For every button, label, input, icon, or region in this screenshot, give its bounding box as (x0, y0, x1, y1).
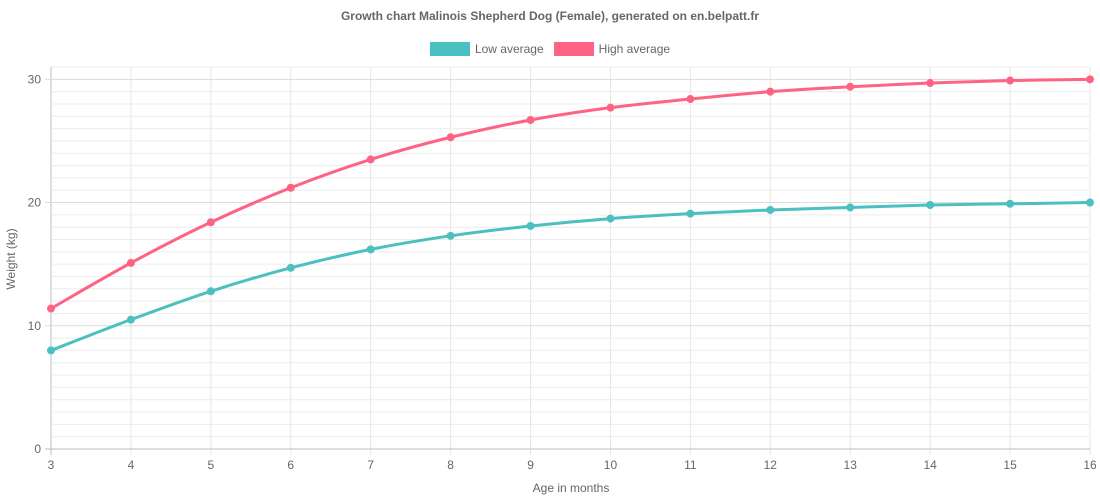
x-tick-label: 11 (684, 458, 697, 472)
data-point-high-average (446, 133, 455, 142)
x-tick-label: 14 (923, 458, 937, 472)
x-tick-label: 9 (527, 458, 534, 472)
data-point-high-average (606, 103, 615, 112)
data-point-low-average (1006, 199, 1015, 208)
data-point-high-average (366, 155, 375, 164)
x-tick-label: 7 (367, 458, 374, 472)
y-tick-label: 30 (28, 72, 42, 86)
chart-title: Growth chart Malinois Shepherd Dog (Fema… (340, 9, 760, 23)
data-point-high-average (766, 87, 775, 96)
x-tick-label: 16 (1083, 458, 1097, 472)
legend-item-low-average[interactable]: Low average (429, 42, 544, 56)
data-point-low-average (446, 231, 455, 240)
x-tick-label: 8 (447, 458, 454, 472)
data-point-low-average (686, 209, 695, 218)
legend-item-high-average[interactable]: High average (553, 42, 671, 56)
axis-layer: 3 4 5 6 7 8 9 10 11 12 13 14 15 16 0 10 20 30 (28, 72, 1097, 472)
data-point-low-average (526, 221, 535, 230)
data-point-high-average (1006, 76, 1015, 85)
data-point-high-average (686, 95, 695, 104)
data-point-high-average (526, 115, 535, 124)
data-point-high-average (47, 304, 55, 313)
legend-swatch-high-average (553, 42, 594, 56)
data-point-low-average (47, 346, 55, 355)
data-point-low-average (286, 263, 295, 272)
grid-layer (45, 66, 1091, 455)
x-axis-title: Age in months (533, 481, 610, 495)
series-line-high-average (50, 77, 1091, 310)
chart-legend: Low average High average (0, 42, 1100, 56)
legend-label-high-average: High average (598, 42, 671, 56)
data-point-high-average (286, 183, 295, 192)
x-tick-label: 15 (1003, 458, 1017, 472)
x-tick-label: 12 (764, 458, 778, 472)
data-point-low-average (206, 287, 215, 296)
data-point-low-average (846, 203, 855, 212)
data-point-low-average (766, 205, 775, 214)
data-point-low-average (126, 315, 135, 324)
data-point-high-average (1086, 75, 1094, 84)
data-point-high-average (846, 82, 855, 91)
y-tick-label: 10 (28, 319, 42, 333)
series-layer (47, 75, 1094, 355)
x-tick-label: 6 (287, 458, 294, 472)
x-tick-label: 5 (208, 458, 215, 472)
y-tick-label: 20 (28, 196, 42, 210)
data-point-low-average (366, 245, 375, 254)
data-point-high-average (126, 258, 135, 267)
data-point-high-average (926, 79, 935, 88)
legend-label-low-average: Low average (474, 42, 544, 56)
legend-swatch-low-average (429, 42, 470, 56)
y-tick-label: 0 (34, 442, 41, 456)
data-point-low-average (606, 214, 615, 223)
x-tick-label: 10 (604, 458, 618, 472)
x-tick-label: 4 (128, 458, 135, 472)
data-point-low-average (1086, 198, 1094, 207)
x-tick-label: 3 (48, 458, 55, 472)
x-tick-label: 13 (844, 458, 858, 472)
data-point-high-average (206, 218, 215, 227)
y-axis-title: Weight (kg) (4, 228, 18, 289)
data-point-low-average (926, 201, 935, 210)
